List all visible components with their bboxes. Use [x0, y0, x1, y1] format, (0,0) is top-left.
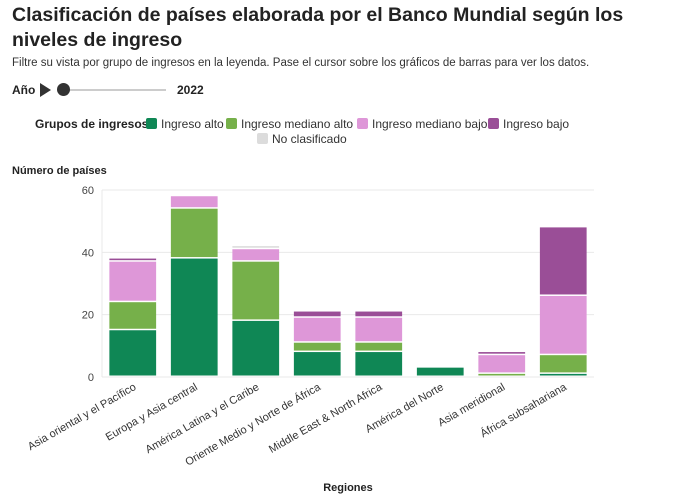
bar-segment[interactable]: Ingreso mediano bajo: 13 — [109, 261, 157, 301]
bar-segment[interactable]: Ingreso alto: 8 — [355, 352, 403, 376]
y-tick-label: 60 — [82, 185, 94, 197]
bar-segment[interactable]: Ingreso bajo: 22 — [539, 227, 587, 295]
bar-segment[interactable]: Ingreso bajo: 2 — [355, 311, 403, 317]
bar-segment[interactable]: Ingreso mediano alto: 1 — [478, 373, 526, 376]
bar-segment[interactable]: Ingreso bajo: 2 — [293, 311, 341, 317]
bar-segment[interactable]: Ingreso mediano alto: 3 — [293, 342, 341, 351]
bar-segment[interactable]: Ingreso mediano bajo: 6 — [478, 355, 526, 373]
year-slider-track[interactable] — [58, 89, 166, 91]
y-tick-label: 20 — [82, 310, 94, 322]
legend-label: Ingreso mediano alto — [241, 117, 354, 131]
legend-label: Ingreso alto — [161, 117, 224, 131]
y-axis-title: Número de países — [12, 165, 107, 177]
bar-segment[interactable]: Ingreso mediano alto: 9 — [109, 302, 157, 329]
year-controls: Año 2022 — [12, 80, 242, 100]
year-label: Año — [12, 83, 36, 97]
legend-swatch — [488, 118, 499, 129]
year-value: 2022 — [177, 83, 204, 97]
legend-swatch — [146, 118, 157, 129]
x-tick-label: Asia oriental y el Pacífico — [26, 381, 138, 453]
bar-segment[interactable]: Ingreso mediano alto: 3 — [355, 342, 403, 351]
bar-segment[interactable]: Ingreso mediano alto: 19 — [232, 261, 280, 320]
legend-label: Ingreso bajo — [503, 117, 570, 131]
chart-subtitle: Filtre su vista por grupo de ingresos en… — [12, 57, 590, 69]
bar-segment[interactable]: Ingreso alto: 8 — [293, 352, 341, 376]
year-slider-handle[interactable] — [57, 83, 70, 96]
x-tick-label: Middle East & North Africa — [267, 381, 385, 456]
bar-segment[interactable]: Ingreso bajo: 1 — [478, 352, 526, 354]
bar-segment[interactable]: Ingreso alto: 1 — [539, 373, 587, 376]
legend-item-no-clasificado[interactable]: No clasificado — [257, 132, 347, 148]
legend-item-ingreso-mediano-bajo[interactable]: Ingreso mediano bajo — [357, 117, 487, 133]
bar-segment[interactable]: Ingreso bajo: 1 — [109, 258, 157, 261]
legend-title: Grupos de ingresos — [35, 117, 149, 131]
bar-segment[interactable]: Ingreso mediano bajo: 19 — [539, 295, 587, 354]
bar-segment[interactable]: Ingreso mediano alto: 16 — [170, 208, 218, 258]
stacked-bar-chart: Número de países0204060Ingreso alto: 15I… — [12, 165, 594, 494]
y-tick-label: 0 — [88, 372, 94, 384]
bar-segment[interactable]: Ingreso mediano bajo: 4 — [232, 249, 280, 261]
play-icon[interactable] — [40, 83, 51, 97]
y-tick-label: 40 — [82, 247, 94, 259]
bar-segment[interactable]: Ingreso mediano bajo: 8 — [293, 317, 341, 342]
x-tick-label: América Latina y el Caribe — [144, 381, 262, 456]
chart-title: Clasificación de países elaborada por el… — [12, 4, 624, 51]
legend-item-ingreso-bajo[interactable]: Ingreso bajo — [488, 117, 569, 133]
bar-segment[interactable]: Ingreso mediano bajo: 8 — [355, 317, 403, 342]
bar-segment[interactable]: Ingreso mediano bajo: 4 — [170, 196, 218, 208]
bar-segment[interactable]: Ingreso mediano alto: 6 — [539, 355, 587, 373]
legend-item-ingreso-mediano-alto[interactable]: Ingreso mediano alto — [226, 117, 353, 133]
bar-segment[interactable]: Ingreso alto: 3 — [416, 367, 464, 376]
legend-label: Ingreso mediano bajo — [372, 117, 488, 131]
bar-segment[interactable]: Ingreso alto: 15 — [109, 330, 157, 376]
legend-label: No clasificado — [272, 132, 347, 146]
x-axis-title: Regiones — [323, 482, 373, 494]
bar-segment[interactable]: No clasificado: 1 — [232, 246, 280, 248]
legend-swatch — [257, 133, 268, 144]
legend-swatch — [357, 118, 368, 129]
legend-swatch — [226, 118, 237, 129]
bar-segment[interactable]: Ingreso alto: 18 — [232, 320, 280, 376]
legend-item-ingreso-alto[interactable]: Ingreso alto — [146, 117, 224, 133]
bar-segment[interactable]: Ingreso alto: 38 — [170, 258, 218, 376]
